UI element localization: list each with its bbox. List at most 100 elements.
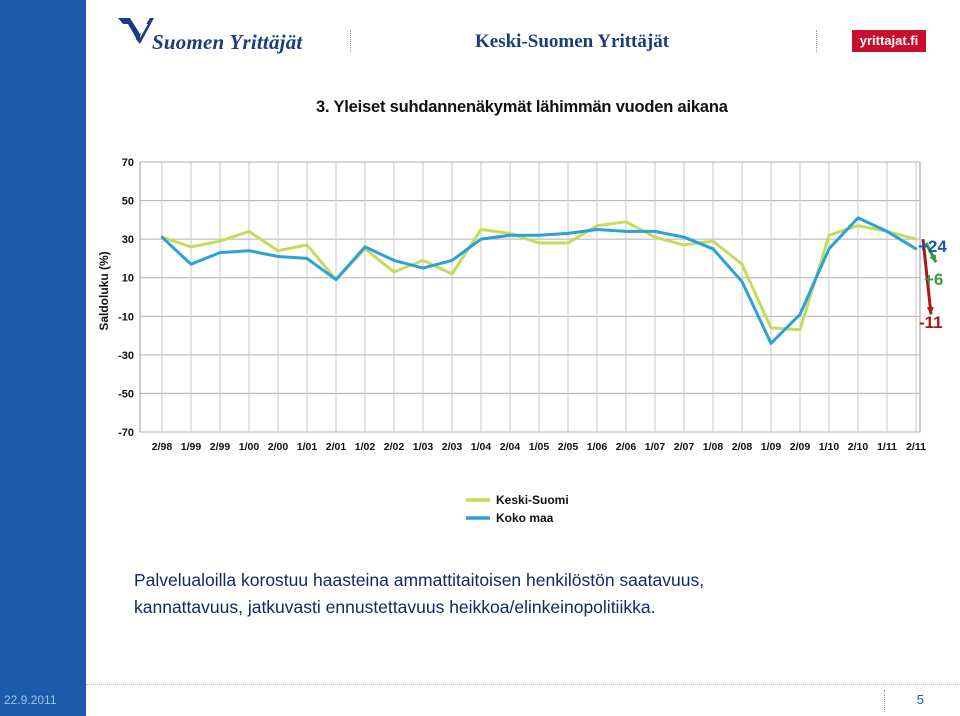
x-tick-label: 2/07: [674, 441, 695, 453]
data-point: [595, 224, 599, 227]
annotation-minus11: -11: [919, 313, 943, 332]
data-point: [682, 243, 686, 247]
x-tick-label: 2/04: [500, 441, 521, 453]
data-point: [566, 241, 570, 245]
header: [86, 0, 960, 80]
data-point: [537, 241, 541, 245]
data-point: [450, 272, 454, 276]
x-tick-label: 2/09: [790, 441, 811, 453]
data-point: [189, 263, 193, 266]
data-point: [334, 278, 338, 281]
arrow-green-head: [929, 254, 936, 263]
x-tick-label: 2/11: [906, 441, 926, 453]
caption-line-1: Palvelualoilla korostuu haasteina ammatt…: [134, 570, 705, 590]
y-tick-label: -10: [118, 311, 134, 323]
data-point: [392, 259, 396, 262]
plot-area: [139, 161, 921, 433]
x-tick-label: 1/00: [239, 441, 260, 453]
data-point: [537, 234, 541, 237]
x-tick-label: 2/06: [616, 441, 637, 453]
left-accent-bar: [0, 0, 86, 716]
x-tick-label: 1/07: [645, 441, 666, 453]
data-point: [189, 245, 193, 249]
footer-vertical-separator: [884, 690, 885, 712]
y-tick-label: 30: [122, 234, 134, 246]
data-point: [450, 259, 454, 262]
x-tick-label: 1/02: [355, 441, 376, 453]
annotation-plus24: +24: [918, 237, 947, 256]
data-point: [508, 234, 512, 237]
data-point: [740, 280, 744, 283]
y-tick-label: -30: [118, 350, 134, 362]
data-point: [914, 237, 918, 241]
data-point: [798, 313, 802, 316]
x-tick-label: 1/10: [819, 441, 840, 453]
data-point: [479, 237, 483, 241]
x-tick-label: 2/10: [848, 441, 869, 453]
x-tick-label: 1/99: [181, 441, 202, 453]
data-point: [160, 236, 164, 239]
data-point: [827, 234, 831, 237]
x-tick-label: 2/98: [152, 441, 173, 453]
footer-date: 22.9.2011: [4, 693, 57, 707]
data-point: [218, 239, 222, 243]
data-point: [421, 266, 425, 270]
arrow-red-head: [926, 306, 934, 315]
annotation-plus6: +6: [924, 270, 944, 289]
x-tick-label: 1/05: [529, 441, 550, 453]
data-point: [682, 236, 686, 239]
y-tick-label: 50: [122, 196, 134, 208]
x-tick-label: 1/09: [761, 441, 782, 453]
caption-line-2: kannattavuus, jatkuvasti ennustettavuus …: [134, 597, 656, 617]
data-point: [479, 228, 483, 231]
data-point: [711, 239, 715, 243]
data-point: [769, 342, 773, 345]
data-point: [798, 328, 802, 331]
data-point: [276, 255, 280, 258]
x-tick-label: 1/04: [471, 441, 492, 453]
x-tick-label: 2/02: [384, 441, 405, 453]
x-tick-label: 2/05: [558, 441, 579, 453]
data-point: [566, 232, 570, 235]
legend-label: Keski-Suomi: [496, 493, 569, 507]
yrittajat-fi-logo[interactable]: yrittajat.fi: [852, 30, 926, 52]
x-tick-label: 2/00: [268, 441, 289, 453]
data-point: [653, 230, 657, 233]
data-point: [711, 247, 715, 250]
data-point: [305, 243, 309, 247]
arrow-red: [921, 238, 933, 315]
data-point: [885, 230, 889, 233]
data-point: [856, 216, 860, 220]
x-tick-label: 1/03: [413, 441, 434, 453]
x-tick-label: 2/01: [326, 441, 347, 453]
data-point: [363, 245, 367, 249]
legend-label: Koko maa: [496, 511, 554, 525]
suomen-yrittajat-logo: Suomen Yrittäjät: [116, 14, 316, 54]
header-title: Keski-Suomen Yrittäjät: [475, 31, 670, 52]
y-tick-label: -50: [118, 388, 134, 400]
x-tick-label: 2/08: [732, 441, 753, 453]
line-chart: 70 50 30 10 -10 -30 -50 -70 2/98 1/99 2/99 1/00 2/00…: [97, 157, 938, 525]
chart-title: 3. Yleiset suhdannenäkymät lähimmän vuod…: [316, 98, 728, 116]
x-tick-label: 1/06: [587, 441, 608, 453]
data-point: [421, 259, 425, 262]
data-point: [247, 230, 251, 233]
y-axis-label: Saldoluku (%): [97, 251, 111, 330]
data-point: [856, 224, 860, 227]
x-tick-label: 2/03: [442, 441, 463, 453]
y-tick-label: -70: [118, 427, 134, 439]
caption: Palvelualoilla korostuu haasteina ammatt…: [134, 567, 934, 621]
header-separator: [816, 30, 817, 52]
x-tick-label: 2/99: [210, 441, 231, 453]
logo-mark-icon: [118, 18, 154, 44]
x-tick-label: 1/11: [877, 441, 897, 453]
footer-separator: [86, 684, 960, 685]
data-point: [218, 251, 222, 254]
data-point: [914, 247, 918, 250]
data-point: [247, 249, 251, 252]
x-tick-label: 1/01: [297, 441, 318, 453]
data-point: [392, 270, 396, 274]
x-tick-label: 1/08: [703, 441, 724, 453]
data-point: [305, 257, 309, 260]
data-point: [624, 230, 628, 233]
